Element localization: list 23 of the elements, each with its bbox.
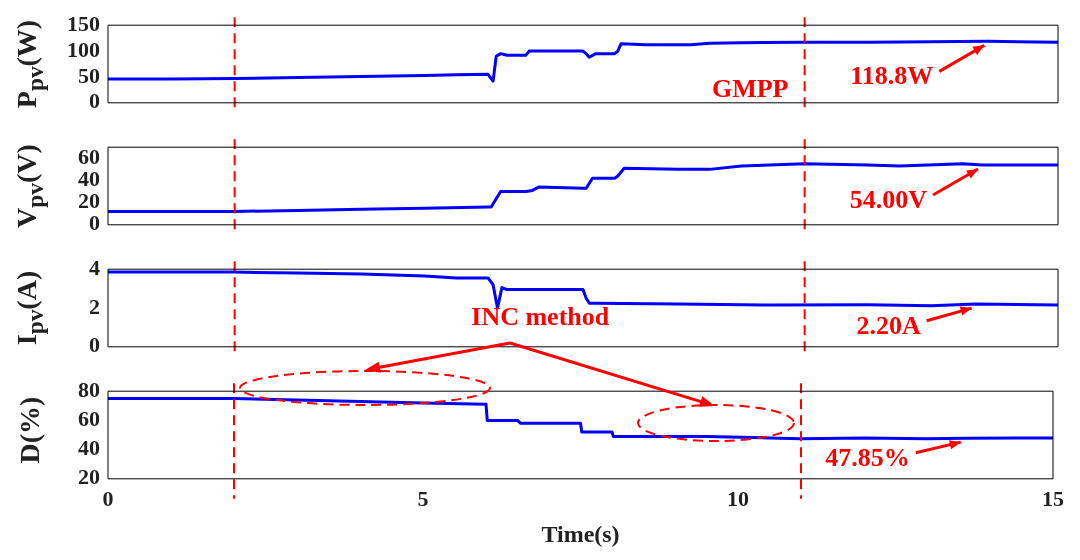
annotation: 54.00V (849, 184, 928, 214)
y-tick-label: 40 (78, 435, 100, 461)
annotation: 118.8W (850, 61, 934, 91)
y-tick-label: 4 (89, 254, 100, 280)
y-tick-label: 80 (78, 376, 100, 402)
x-tick-label: 5 (417, 485, 429, 511)
x-tick-label: 15 (1042, 485, 1064, 511)
x-tick-label: 10 (727, 485, 749, 511)
y-tick-label: 2 (89, 293, 100, 319)
y-tick-label: 0 (89, 88, 100, 114)
y-axis-title: D(%) (14, 396, 46, 464)
y-tick-label: 0 (89, 332, 100, 358)
annotation: INC method (471, 301, 610, 331)
y-tick-label: 50 (78, 62, 100, 88)
y-tick-label: 150 (67, 10, 100, 36)
y-tick-label: 20 (78, 464, 100, 490)
annotation: 47.85% (825, 442, 910, 472)
x-axis-title: Time(s) (541, 520, 620, 547)
annotation: GMPP (711, 74, 789, 104)
y-tick-label: 60 (78, 406, 100, 432)
y-tick-label: 100 (67, 36, 100, 62)
y-tick-label: 60 (78, 143, 100, 169)
annotation: 2.20A (856, 310, 921, 340)
